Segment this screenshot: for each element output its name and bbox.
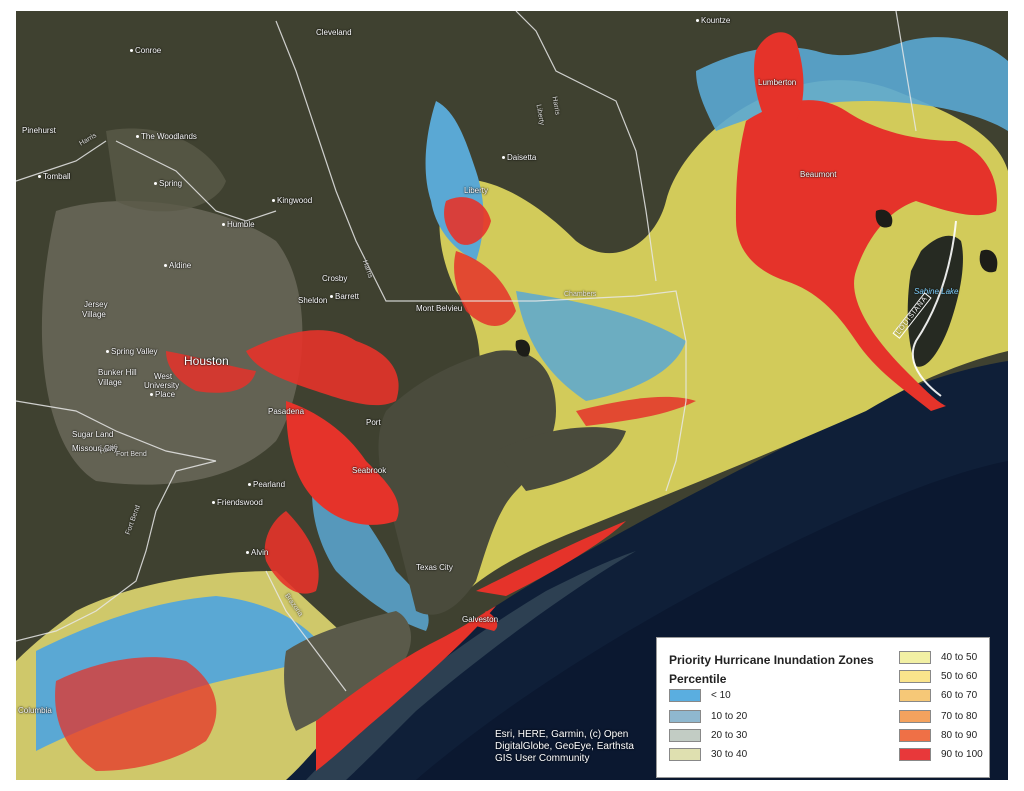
legend-item: 90 to 100 [899,747,983,762]
place-label: Beaumont [800,170,837,179]
place-label: Aldine [164,262,191,270]
place-label: Bunker Hill [98,368,137,377]
legend-label: 50 to 60 [941,671,978,682]
legend-label: 60 to 70 [941,690,978,701]
legend-swatch [899,651,931,664]
legend-swatch [899,710,931,723]
place-label: Friendswood [212,499,263,507]
place-label: Village [82,310,106,319]
legend-title: Priority Hurricane Inundation Zones [669,653,874,667]
place-label: Galveston [462,615,499,624]
place-label: Pearland [248,481,285,489]
legend-item: 20 to 30 [669,728,747,743]
legend-swatch [669,748,701,761]
legend-item: 60 to 70 [899,688,977,703]
place-label: Alvin [246,549,268,557]
legend-swatch [899,689,931,702]
place-label: Conroe [130,47,161,55]
place-label: Tomball [38,173,71,181]
place-label: Liberty [464,186,489,195]
place-label: University [144,381,180,390]
map-legend: Priority Hurricane Inundation Zones Perc… [656,637,990,778]
county-label: Fort Bend [116,451,147,458]
water-body-label: Sabine Lake [914,287,959,296]
legend-item: 10 to 20 [669,709,747,724]
legend-label: 70 to 80 [941,711,978,722]
place-label: Sugar Land [72,430,114,439]
place-label: Sheldon [298,296,328,305]
map-view[interactable]: Kountze Cleveland Conroe Lumberton Pineh… [16,11,1008,780]
legend-label: 90 to 100 [941,749,983,760]
place-label: Daisetta [502,154,536,162]
place-label: Mont Belvieu [416,304,463,313]
place-label: Seabrook [352,466,387,475]
place-label: Pasadena [268,407,305,416]
legend-label: 30 to 40 [711,749,748,760]
legend-swatch [669,729,701,742]
place-label: Kingwood [272,197,312,205]
map-attribution: Esri, HERE, Garmin, (c) Open DigitalGlob… [495,729,634,765]
place-label: Barrett [330,293,359,301]
place-label: Kountze [696,17,730,25]
place-label: Texas City [416,563,453,572]
place-label: Missouri City [72,444,118,453]
attribution-line: Esri, HERE, Garmin, (c) Open [495,729,629,740]
place-label: Crosby [322,274,348,283]
attribution-line: GIS User Community [495,753,590,764]
legend-label: 10 to 20 [711,711,748,722]
place-label: Lumberton [758,78,797,87]
place-label: Port [366,418,381,427]
legend-item: 80 to 90 [899,728,977,743]
legend-item: 70 to 80 [899,709,977,724]
place-label: Village [98,378,122,387]
legend-label: 80 to 90 [941,730,978,741]
place-label: Spring Valley [106,348,158,356]
place-label: Jersey [84,300,108,309]
attribution-line: DigitalGlobe, GeoEye, Earthsta [495,741,634,752]
legend-label: < 10 [711,690,731,701]
legend-item: 30 to 40 [669,747,747,762]
place-label: Spring [154,180,182,188]
legend-swatch [669,689,701,702]
legend-item: 50 to 60 [899,669,977,684]
legend-swatch [899,670,931,683]
legend-swatch [899,748,931,761]
place-label: Cleveland [316,28,352,37]
place-label: West [154,372,173,381]
place-label: Place [150,391,175,399]
place-label: Humble [222,221,255,229]
place-label: Houston [184,354,229,368]
place-label: Columbia [18,706,52,715]
legend-subtitle: Percentile [669,672,727,686]
legend-item: < 10 [669,688,731,703]
map-imagery [16,11,1008,780]
legend-label: 40 to 50 [941,652,978,663]
legend-swatch [669,710,701,723]
place-label: Pinehurst [22,126,56,135]
legend-label: 20 to 30 [711,730,748,741]
county-label: Chambers [564,291,597,298]
legend-swatch [899,729,931,742]
legend-item: 40 to 50 [899,650,977,665]
place-label: The Woodlands [136,133,197,141]
